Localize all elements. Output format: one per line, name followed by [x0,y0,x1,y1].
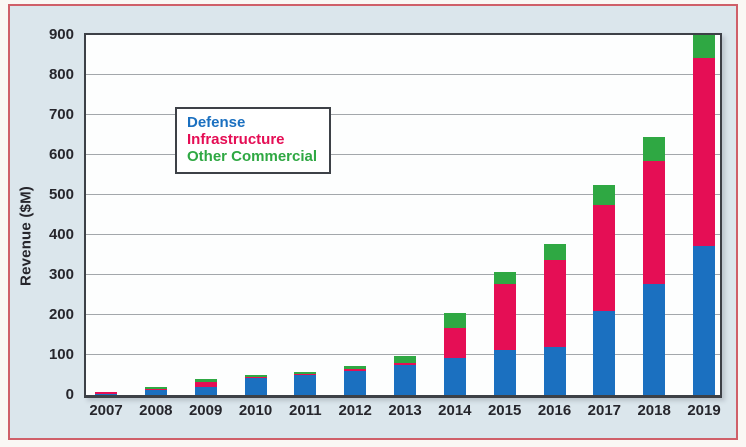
y-tick-label-100: 100 [48,346,74,363]
x-tick-label-2011: 2011 [289,402,322,419]
x-tick-label-2017: 2017 [587,402,622,419]
gridline-600 [86,154,720,155]
x-tick-label-2007: 2007 [89,402,123,419]
legend-item-other-commercial: Other Commercial [187,148,318,165]
bar-segment-2019-defense [693,246,715,395]
y-tick-label-300: 300 [48,266,74,283]
x-tick-label-2009: 2009 [188,402,223,419]
bar-segment-2016-other-commercial [543,243,566,260]
gridline-700 [86,114,720,115]
y-tick-label-0: 0 [65,386,74,403]
bar-segment-2009-infrastructure [194,382,217,387]
x-tick-label-2008: 2008 [139,402,173,419]
bar-segment-2008-defense [144,389,167,395]
y-tick-label-900: 900 [48,26,74,43]
y-tick-label-700: 700 [48,106,74,123]
bar-segment-2012-defense [344,371,367,395]
bar-segment-2015-other-commercial [493,272,516,284]
bar-segment-2015-defense [493,350,516,395]
bar-segment-2012-infrastructure [344,369,367,371]
x-tick-label-2012: 2012 [338,402,372,419]
bar-segment-2010-other-commercial [244,375,267,377]
gridline-200 [86,314,720,315]
y-tick-label-200: 200 [48,306,74,323]
bar-segment-2017-defense [593,311,616,395]
bar-segment-2008-infrastructure [144,388,167,390]
y-axis-tick-labels: 0 100 200 300 400 500 600 700 800 900 [10,6,76,438]
bar-segment-2011-other-commercial [294,371,317,375]
x-tick-label-2014: 2014 [438,402,472,419]
x-tick-label-2015: 2015 [487,402,522,419]
bar-segment-2014-defense [443,357,466,395]
bar-segment-2016-defense [543,347,566,395]
legend-item-infrastructure: Infrastructure [187,131,285,148]
y-tick-label-500: 500 [48,186,74,203]
bar-segment-2008-other-commercial [144,387,167,389]
x-tick-label-2019: 2019 [687,402,721,419]
y-tick-label-400: 400 [48,226,74,243]
figure-frame: Revenue ($M) 0 100 200 300 400 500 600 700 800 90… [8,4,738,440]
bar-segment-2013-infrastructure [394,362,416,365]
bar-segment-2009-other-commercial [194,379,217,383]
bar-segment-2013-other-commercial [394,356,416,363]
bar-segment-2018-other-commercial [643,137,666,162]
x-axis-tick-labels: 2007 2008 2009 2010 2011 2012 2013 2014 2015 2016… [86,402,720,422]
bar-segment-2013-defense [394,365,416,395]
y-tick-label-800: 800 [48,66,74,83]
bar-segment-2019-other-commercial [693,35,715,59]
bar-segment-2010-defense [244,377,267,395]
plot-area: Defense Infrastructure Other Commercial [84,33,722,398]
bar-segment-2007-defense [95,394,117,395]
legend: Defense Infrastructure Other Commercial [175,107,332,174]
bar-segment-2009-defense [194,387,217,395]
bar-segment-2018-defense [643,283,666,395]
gridline-300 [86,274,720,275]
bar-segment-2015-infrastructure [493,283,516,351]
bar-segment-2014-other-commercial [443,313,466,328]
x-tick-label-2010: 2010 [238,402,273,419]
bar-segment-2017-infrastructure [593,205,616,311]
bar-segment-2019-infrastructure [693,58,715,247]
bar-segment-2012-other-commercial [344,366,367,370]
gridline-800 [86,74,720,75]
bar-segment-2011-defense [294,375,317,395]
gridline-100 [86,354,720,355]
gridline-500 [86,194,720,195]
gridline-400 [86,234,720,235]
x-tick-label-2018: 2018 [637,402,671,419]
bar-segment-2014-infrastructure [443,327,466,358]
y-tick-label-600: 600 [48,146,74,163]
bar-segment-2018-infrastructure [643,161,666,284]
bar-segment-2016-infrastructure [543,259,566,347]
bar-segment-2017-other-commercial [593,185,616,205]
x-tick-label-2016: 2016 [537,402,572,419]
bar-segment-2007-infrastructure [95,391,117,395]
bar-segment-2011-infrastructure [294,374,317,375]
legend-item-defense: Defense [187,114,246,131]
x-tick-label-2013: 2013 [388,402,422,419]
